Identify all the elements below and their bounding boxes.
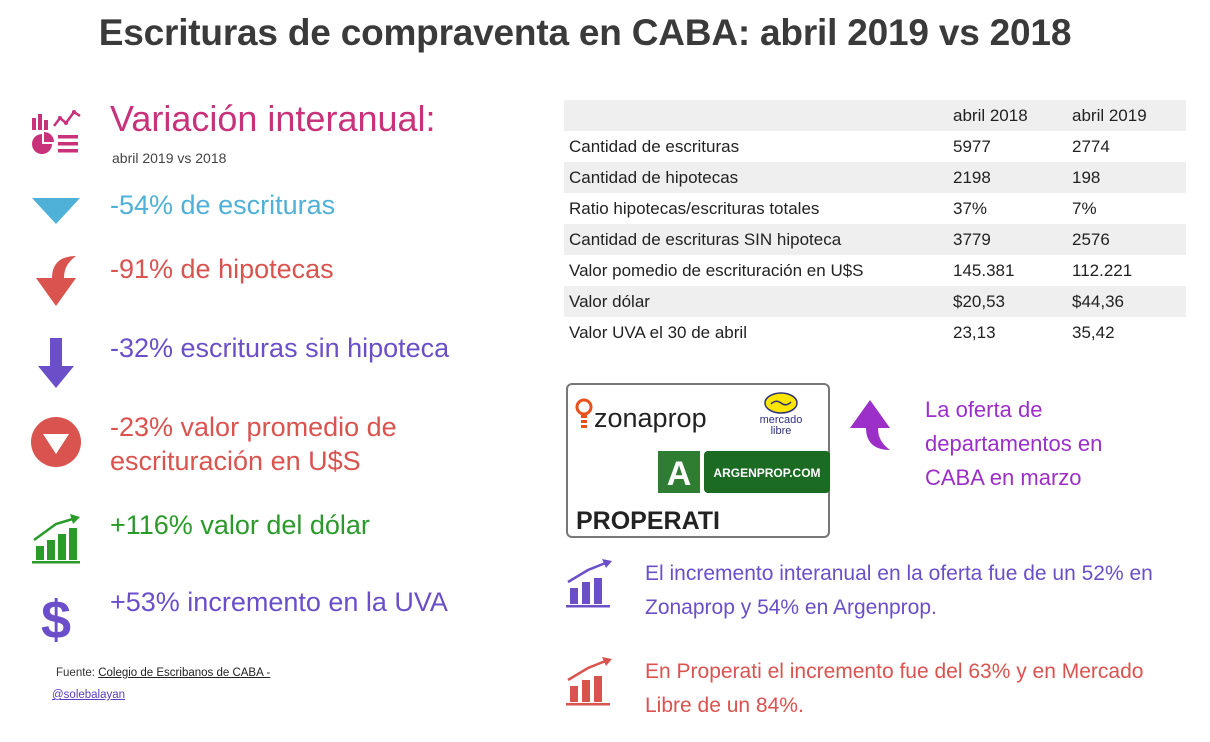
curved-down-arrow-icon — [30, 252, 84, 306]
growth-chart-icon — [564, 656, 618, 710]
table-row: Cantidad de escrituras SIN hipoteca 3779… — [564, 224, 1186, 255]
note-properati: En Properati el incremento fue del 63% y… — [645, 655, 1195, 723]
variation-subheading: abril 2019 vs 2018 — [112, 150, 227, 166]
stat-dolar: +116% valor del dólar — [110, 510, 370, 540]
table-row: Cantidad de escrituras 5977 2774 — [564, 131, 1186, 162]
analytics-icon — [30, 108, 84, 162]
table-row: Valor dólar $20,53 $44,36 — [564, 286, 1186, 317]
table-cell: 2576 — [1072, 229, 1110, 249]
table-cell: 2198 — [953, 167, 991, 187]
table-cell: Cantidad de escrituras — [569, 136, 740, 156]
oferta-line3: CABA en marzo — [925, 465, 1082, 490]
author-handle: @solebalayan — [52, 689, 125, 701]
oferta-line1: La oferta de — [925, 397, 1043, 422]
table-cell: Ratio hipotecas/escrituras totales — [569, 198, 820, 218]
table-cell: Cantidad de hipotecas — [569, 167, 739, 187]
circle-down-icon — [30, 416, 84, 470]
oferta-line2: departamentos en — [925, 431, 1103, 456]
page-title: Escrituras de compraventa en CABA: abril… — [98, 12, 1072, 53]
table-row: Ratio hipotecas/escrituras totales 37% 7… — [564, 193, 1186, 224]
argenprop-text: ARGENPROP.COM — [713, 466, 820, 480]
note-properati-line1: En Properati el incremento fue del 63% y… — [645, 660, 1144, 683]
down-arrow-icon — [30, 336, 84, 390]
curved-up-arrow-icon — [846, 396, 896, 452]
table-cell: 3779 — [953, 229, 991, 249]
mercadolibre-line2: libre — [771, 425, 792, 437]
table-cell: Valor UVA el 30 de abril — [569, 322, 747, 342]
table-cell: $44,36 — [1072, 291, 1124, 311]
portals-logos: zonaprop mercado libre A ARGENPROP.COM P… — [566, 383, 830, 538]
table-cell: 5977 — [953, 136, 991, 156]
mercadolibre-line1: mercado — [760, 414, 803, 426]
stat-valor-promedio-line1: -23% valor promedio de — [110, 412, 397, 442]
note-properati-line2: Libre de un 84%. — [645, 694, 804, 717]
stat-escrituras: -54% de escrituras — [110, 190, 336, 220]
source-label: Fuente: — [56, 667, 95, 679]
stat-uva: +53% incremento en la UVA — [110, 587, 448, 617]
table-cell: 35,42 — [1072, 322, 1115, 342]
mercadolibre-logo: mercado libre — [750, 391, 812, 444]
table-cell: Valor dólar — [569, 291, 650, 311]
table-row: Valor UVA el 30 de abril 23,13 35,42 — [564, 317, 1186, 348]
table-cell: Valor pomedio de escrituración en U$S — [569, 260, 864, 280]
growth-chart-icon — [564, 558, 618, 612]
stat-valor-promedio: -23% valor promedio de escrituración en … — [110, 410, 397, 478]
table-cell: 7% — [1072, 198, 1097, 218]
stat-hipotecas: -91% de hipotecas — [110, 254, 334, 284]
growth-chart-icon — [30, 512, 84, 566]
table-header-2019: abril 2019 — [1072, 105, 1147, 125]
table-header-label — [564, 100, 948, 131]
svg-text:$: $ — [41, 590, 71, 644]
table-header-2018: abril 2018 — [953, 105, 1028, 125]
table-cell: 145.381 — [953, 260, 1015, 280]
triangle-down-icon — [30, 186, 84, 240]
table-cell: 2774 — [1072, 136, 1110, 156]
table-cell: 198 — [1072, 167, 1101, 187]
note-zonaprop-line2: Zonaprop y 54% en Argenprop. — [645, 596, 937, 619]
stat-sin-hipoteca: -32% escrituras sin hipoteca — [110, 333, 450, 363]
note-zonaprop-line1: El incremento interanual en la oferta fu… — [645, 562, 1153, 585]
data-table: abril 2018 abril 2019 Cantidad de escrit… — [564, 100, 1186, 348]
table-cell: 23,13 — [953, 322, 996, 342]
table-header-row: abril 2018 abril 2019 — [564, 100, 1186, 131]
source-note: Fuente: Colegio de Escribanos de CABA - — [56, 667, 270, 679]
table-cell: Cantidad de escrituras SIN hipoteca — [569, 229, 842, 249]
table-cell: 37% — [953, 198, 988, 218]
argenprop-logo: A ARGENPROP.COM — [658, 451, 830, 498]
table-cell: $20,53 — [953, 291, 1005, 311]
note-zonaprop: El incremento interanual en la oferta fu… — [645, 557, 1195, 625]
author-handle-link[interactable]: @solebalayan — [52, 689, 126, 701]
oferta-text: La oferta de departamentos en CABA en ma… — [925, 393, 1195, 495]
zonaprop-logo-text: zonaprop — [594, 403, 707, 433]
source-link[interactable]: Colegio de Escribanos de CABA - — [98, 667, 271, 679]
table-row: Valor pomedio de escrituración en U$S 14… — [564, 255, 1186, 286]
table-cell: 112.221 — [1072, 260, 1133, 280]
dollar-icon: $ — [30, 590, 84, 650]
table-row: Cantidad de hipotecas 2198 198 — [564, 162, 1186, 193]
variation-heading: Variación interanual: — [110, 98, 436, 139]
stat-valor-promedio-line2: escrituración en U$S — [110, 446, 361, 476]
properati-logo: PROPERATI — [576, 507, 720, 535]
argenprop-letter: A — [667, 455, 692, 493]
zonaprop-logo: zonaprop — [574, 397, 754, 442]
